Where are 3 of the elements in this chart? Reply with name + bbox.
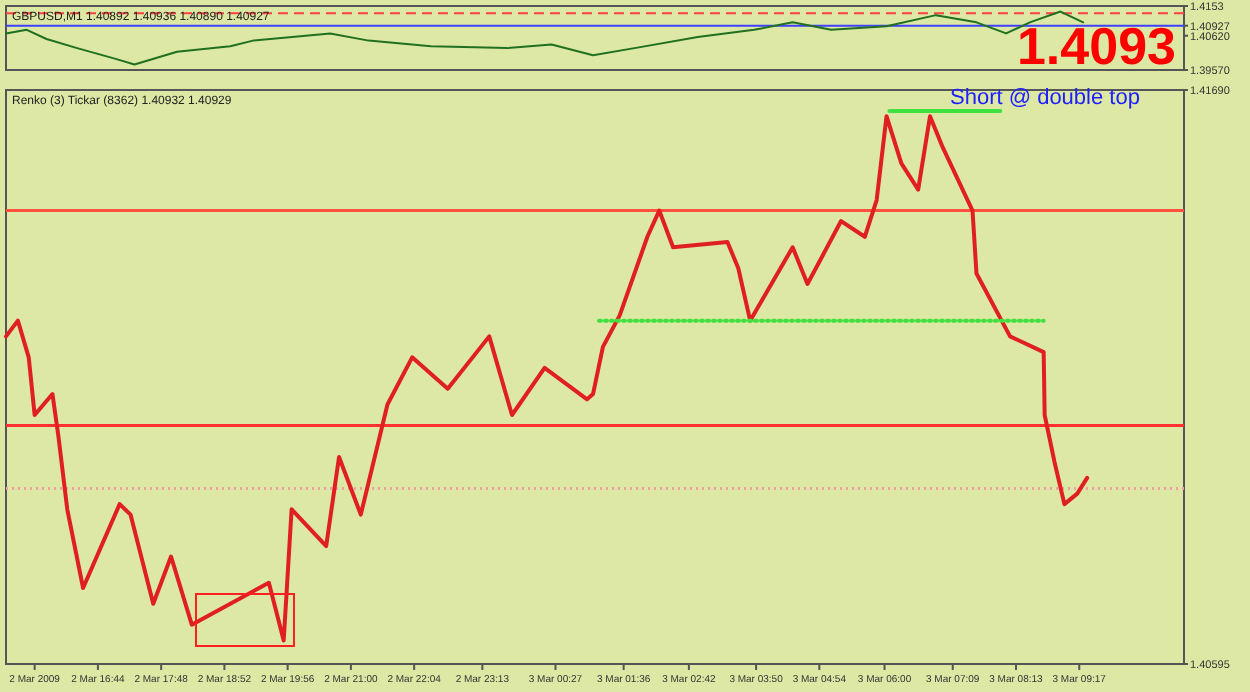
annotation: 1.4093	[1016, 16, 1176, 76]
annotation: Short @ double top	[950, 86, 1140, 110]
line-series	[4, 114, 1090, 643]
